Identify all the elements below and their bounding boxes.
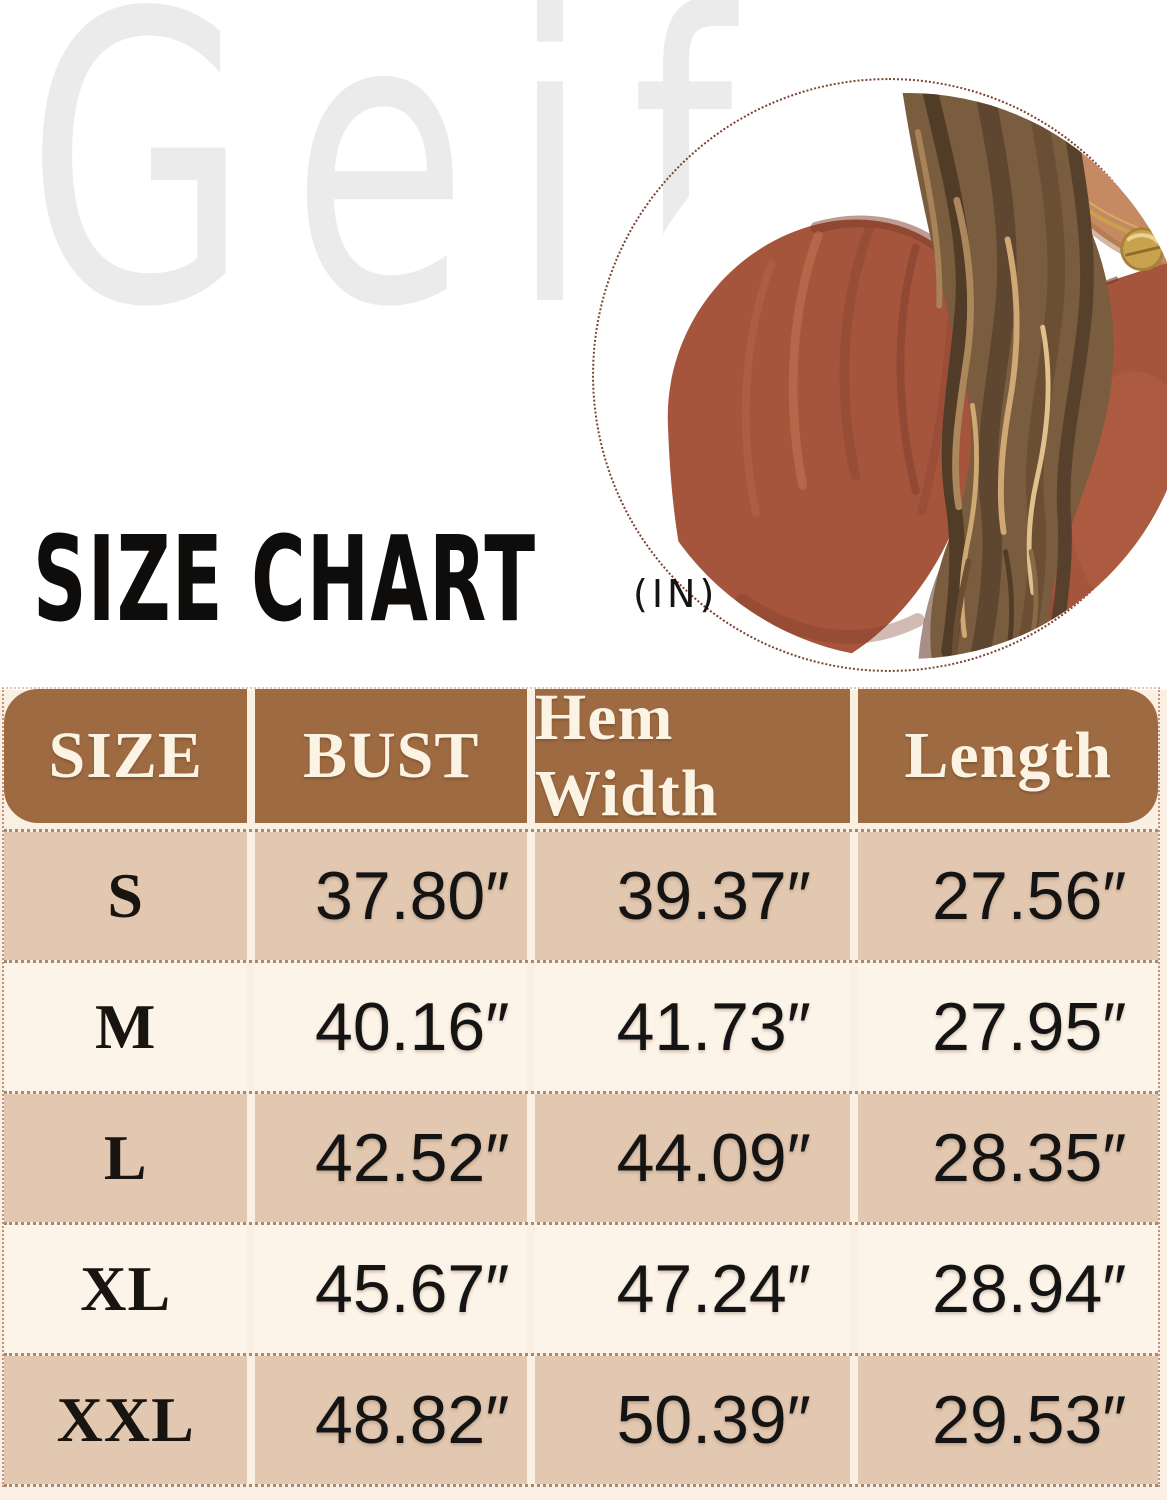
table-row-l: L 42.52″ 44.09″ 28.35″ — [4, 1091, 1159, 1222]
table-row-s: S 37.80″ 39.37″ 27.56″ — [4, 829, 1159, 960]
row-label: S — [4, 832, 248, 960]
row-label: XL — [4, 1225, 248, 1353]
dotted-ring-decoration — [592, 78, 1167, 672]
bust-cell: 40.16″ — [255, 963, 527, 1091]
hem-width-value: 50.39″ — [616, 1382, 811, 1458]
size-value: L — [103, 1122, 148, 1193]
bust-value: 40.16″ — [315, 989, 510, 1065]
hem-width-value: 41.73″ — [616, 989, 811, 1065]
length-cell: 28.94″ — [858, 1225, 1159, 1353]
size-chart-table: SIZE BUST Hem Width Length S 37.80″ 39.3… — [2, 681, 1160, 1487]
header-cell-size: SIZE — [4, 689, 248, 823]
bust-cell: 45.67″ — [255, 1225, 527, 1353]
size-value: M — [95, 991, 157, 1062]
hem-width-value: 47.24″ — [616, 1251, 811, 1327]
table-row-xxl: XXL 48.82″ 50.39″ 29.53″ — [4, 1353, 1159, 1487]
size-value: XL — [80, 1253, 172, 1324]
row-label: L — [4, 1094, 248, 1222]
bust-cell: 42.52″ — [255, 1094, 527, 1222]
length-value: 29.53″ — [932, 1382, 1127, 1458]
bust-value: 45.67″ — [315, 1251, 510, 1327]
hem-width-value: 44.09″ — [616, 1120, 811, 1196]
size-value: XXL — [56, 1384, 195, 1455]
length-value: 28.35″ — [932, 1120, 1127, 1196]
bust-cell: 37.80″ — [255, 832, 527, 960]
bust-cell: 48.82″ — [255, 1356, 527, 1484]
bust-value: 42.52″ — [315, 1120, 510, 1196]
title-unit: (IN) — [633, 572, 719, 616]
length-value: 28.94″ — [932, 1251, 1127, 1327]
table-header-row: SIZE BUST Hem Width Length — [4, 681, 1159, 830]
header-cell-bust: BUST — [255, 689, 527, 823]
length-cell: 29.53″ — [858, 1356, 1159, 1484]
length-cell: 27.56″ — [858, 832, 1159, 960]
header-cell-hem-width: Hem Width — [534, 681, 851, 830]
hem-width-cell: 39.37″ — [534, 832, 851, 960]
table-row-xl: XL 45.67″ 47.24″ 28.94″ — [4, 1222, 1159, 1353]
table-body: S 37.80″ 39.37″ 27.56″ M 40.16″ 41.73″ 2… — [4, 829, 1159, 1487]
hem-width-value: 39.37″ — [616, 858, 811, 934]
hem-width-cell: 47.24″ — [534, 1225, 851, 1353]
size-value: S — [107, 860, 145, 931]
length-cell: 27.95″ — [858, 963, 1159, 1091]
length-cell: 28.35″ — [858, 1094, 1159, 1222]
hem-width-cell: 41.73″ — [534, 963, 851, 1091]
bust-value: 37.80″ — [315, 858, 510, 934]
header-cell-length: Length — [858, 689, 1159, 823]
length-value: 27.56″ — [932, 858, 1127, 934]
page-title-block: SIZE CHART (IN) — [33, 520, 793, 640]
row-label: XXL — [4, 1356, 248, 1484]
table-row-m: M 40.16″ 41.73″ 27.95″ — [4, 960, 1159, 1091]
page-title: SIZE CHART — [33, 510, 537, 648]
row-label: M — [4, 963, 248, 1091]
length-value: 27.95″ — [932, 989, 1127, 1065]
hem-width-cell: 44.09″ — [534, 1094, 851, 1222]
hem-width-cell: 50.39″ — [534, 1356, 851, 1484]
bust-value: 48.82″ — [315, 1382, 510, 1458]
